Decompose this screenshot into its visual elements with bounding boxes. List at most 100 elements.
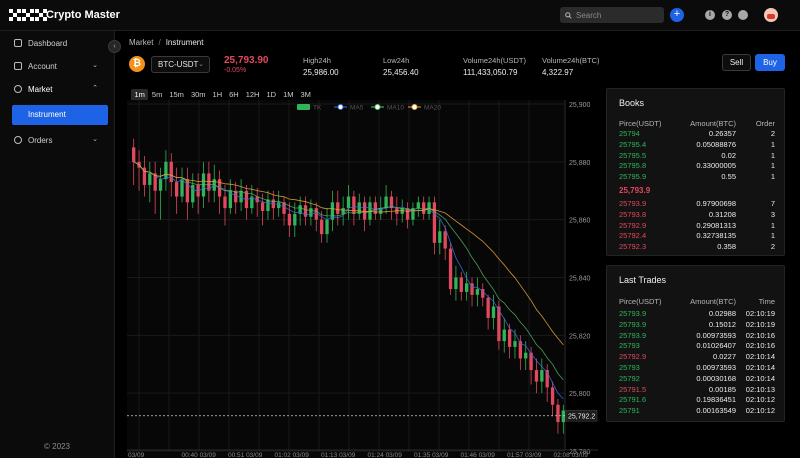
candlestick-chart[interactable]: 25,900 25,880 25,860 25,840 25,820 25,800 25,7… (127, 100, 598, 458)
timeframe-tabs: 1m 5m 15m 30m 1H 6H 12H 1D 1M 3M (131, 89, 314, 101)
y-tick-label: 25,800 (569, 391, 591, 398)
sidebar-item-account[interactable]: Account ⌄ (12, 57, 108, 75)
timeframe-tab[interactable]: 1H (212, 90, 223, 99)
app-title: Crypto Master (46, 9, 120, 21)
top-bar: Crypto Master + i ? (0, 0, 800, 31)
books-title: Books (619, 98, 645, 108)
candle-body (411, 208, 415, 220)
timeframe-tab[interactable]: 1D (266, 90, 277, 99)
candle-body (319, 219, 324, 235)
price-chart[interactable]: 25,900 25,880 25,860 25,840 25,820 25,800 25,7… (127, 100, 598, 458)
y-tick-label: 25,900 (569, 102, 591, 109)
trades-title: Last Trades (619, 275, 667, 285)
book-ask-row[interactable]: 25793.9 0.97900698 7 (619, 199, 775, 210)
row-amount: 0.29081313 (696, 220, 736, 230)
search-input[interactable] (576, 10, 656, 20)
timeframe-tab[interactable]: 15m (169, 90, 184, 99)
y-tick-label: 25,860 (569, 218, 591, 225)
ma20-line (133, 161, 564, 346)
timeframe-tab[interactable]: 1m (131, 89, 149, 101)
add-button[interactable]: + (670, 8, 684, 22)
row-amount: 0.15012 (708, 319, 736, 329)
candle-body (293, 213, 297, 226)
stat-value: 111,433,050.79 (463, 68, 518, 77)
timeframe-tab[interactable]: 3M (300, 90, 311, 99)
book-ask-row[interactable]: 25792.9 0.29081313 1 (619, 221, 775, 232)
x-tick-label: 00:40 03/09 (182, 452, 217, 458)
row-price: 25791.6 (619, 395, 647, 405)
github-icon[interactable] (738, 10, 748, 20)
book-ask-row[interactable]: 25792.3 0.358 2 (619, 242, 775, 253)
candle-body (309, 208, 313, 217)
pair-select[interactable]: BTC-USDT ⌄ (151, 56, 210, 73)
candle-body (228, 190, 233, 209)
trade-row[interactable]: 25793.9 0.00973593 02:10:16 (619, 331, 775, 342)
breadcrumb-market[interactable]: Market (129, 38, 154, 47)
candle-body (346, 196, 351, 209)
books-mid-price: 25,793.9 (619, 186, 651, 195)
trade-row[interactable]: 25793 0.00973593 02:10:14 (619, 363, 775, 374)
dashboard-icon (14, 39, 22, 47)
candle-body (287, 213, 292, 226)
row-orders: 1 (770, 231, 775, 241)
book-bid-row[interactable]: 25794 0.26357 2 (619, 129, 775, 140)
sidebar-item-market[interactable]: Market ⌃ (12, 80, 108, 98)
col-price: Pirce(USDT) (619, 119, 662, 128)
search-box[interactable] (560, 7, 664, 23)
row-amount: 0.02 (721, 150, 736, 160)
sidebar-item-dashboard[interactable]: Dashboard (12, 34, 108, 52)
candle-body (432, 202, 437, 243)
legend-label: MA20 (424, 105, 441, 112)
row-time: 02:10:16 (745, 341, 775, 351)
candle-body (550, 387, 555, 405)
sell-button[interactable]: Sell (722, 54, 751, 71)
help-icon[interactable]: ? (722, 10, 732, 20)
book-bid-row[interactable]: 25795.5 0.02 1 (619, 151, 775, 162)
col-amount: Amount(BTC) (690, 119, 736, 128)
timeframe-tab[interactable]: 12H (245, 90, 260, 99)
last-price: 25,793.90 (224, 55, 269, 66)
legend-label: MA10 (387, 105, 404, 112)
sidebar-item-orders[interactable]: Orders ⌄ (12, 131, 108, 149)
timeframe-tab[interactable]: 30m (190, 90, 206, 99)
trade-row[interactable]: 25792.9 0.0227 02:10:14 (619, 352, 775, 363)
okx-logo[interactable] (9, 9, 47, 21)
trade-row[interactable]: 25791 0.00163549 02:10:12 (619, 406, 775, 417)
account-icon (14, 62, 22, 70)
row-orders: 2 (770, 242, 775, 252)
trade-row[interactable]: 25792 0.00030168 02:10:14 (619, 374, 775, 385)
candle-body (384, 196, 388, 209)
trade-row[interactable]: 25791.5 0.00185 02:10:13 (619, 385, 775, 396)
candle-body (486, 297, 490, 318)
buy-button[interactable]: Buy (755, 54, 785, 71)
stat-label: Volume24h(USDT) (463, 56, 526, 65)
stat-low: Low24h 25,456.40 (383, 56, 419, 77)
user-avatar[interactable] (764, 8, 778, 22)
book-bid-row[interactable]: 25795.8 0.33000005 1 (619, 161, 775, 172)
x-tick-label: 03/09 (128, 452, 145, 458)
sidebar-collapse-button[interactable]: ‹ (108, 40, 121, 53)
breadcrumb-current: Instrument (165, 38, 204, 47)
trade-row[interactable]: 25793 0.01026407 02:10:16 (619, 341, 775, 352)
trade-row[interactable]: 25793.9 0.02988 02:10:19 (619, 309, 775, 320)
book-ask-row[interactable]: 25792.4 0.32738135 1 (619, 231, 775, 242)
stat-value: 25,986.00 (303, 68, 339, 77)
trade-row[interactable]: 25791.6 0.19836451 02:10:12 (619, 395, 775, 406)
copyright: © 2023 (44, 442, 70, 451)
candle-body (470, 283, 474, 295)
stat-label: High24h (303, 56, 331, 65)
row-time: 02:10:19 (745, 309, 775, 318)
row-amount: 0.00973593 (696, 363, 736, 372)
candle-body (352, 196, 356, 214)
breadcrumb-separator: / (158, 38, 161, 47)
timeframe-tab[interactable]: 5m (151, 90, 163, 99)
sidebar-item-instrument[interactable]: Instrument (12, 105, 108, 125)
book-bid-row[interactable]: 25795.4 0.05088876 1 (619, 140, 775, 151)
timeframe-tab[interactable]: 1M (283, 90, 294, 99)
book-ask-row[interactable]: 25793.8 0.31208 3 (619, 210, 775, 221)
trade-row[interactable]: 25793.9 0.15012 02:10:19 (619, 320, 775, 331)
book-bid-row[interactable]: 25795.9 0.55 1 (619, 172, 775, 183)
timeframe-tab[interactable]: 6H (229, 90, 239, 99)
candle-body (196, 184, 200, 197)
info-icon[interactable]: i (705, 10, 715, 20)
